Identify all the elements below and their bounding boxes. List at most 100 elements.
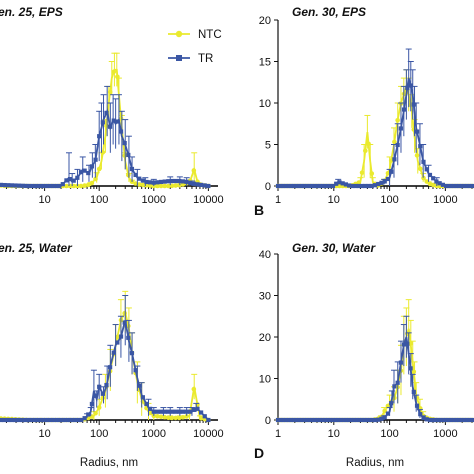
data-point bbox=[71, 417, 76, 423]
panel-letter: B bbox=[254, 202, 264, 218]
data-point bbox=[184, 409, 189, 414]
data-point bbox=[275, 183, 281, 189]
data-point bbox=[431, 417, 436, 423]
series-ntc bbox=[275, 69, 474, 189]
data-point bbox=[295, 417, 300, 423]
data-point bbox=[330, 417, 336, 423]
data-point bbox=[466, 183, 471, 189]
x-axis-label: Radius, nm bbox=[346, 457, 404, 469]
data-point bbox=[350, 183, 355, 189]
series-line bbox=[278, 77, 472, 187]
data-point bbox=[408, 83, 413, 88]
data-point bbox=[321, 417, 326, 423]
data-point bbox=[379, 180, 384, 185]
data-point bbox=[292, 417, 297, 423]
data-point bbox=[314, 183, 319, 189]
data-point bbox=[89, 164, 95, 169]
data-point bbox=[440, 417, 445, 423]
data-point bbox=[421, 175, 426, 181]
data-point bbox=[206, 183, 211, 189]
x-tick-label: 1000 bbox=[433, 428, 457, 440]
data-point bbox=[417, 166, 423, 172]
data-point bbox=[301, 183, 306, 189]
data-point bbox=[184, 179, 189, 184]
data-point bbox=[126, 335, 131, 340]
data-point bbox=[411, 102, 416, 107]
data-point bbox=[372, 183, 378, 188]
data-point bbox=[408, 366, 413, 371]
data-point bbox=[301, 417, 306, 423]
data-point bbox=[366, 417, 371, 423]
y-tick-label: 10 bbox=[259, 98, 271, 110]
panel-title: Gen. 30, EPS bbox=[292, 5, 366, 19]
data-point bbox=[389, 401, 394, 406]
data-point bbox=[111, 69, 117, 75]
x-tick-label: 10 bbox=[38, 428, 50, 440]
data-point bbox=[85, 182, 91, 188]
data-point bbox=[456, 417, 462, 423]
data-point bbox=[327, 417, 332, 423]
data-point bbox=[60, 182, 65, 187]
data-point bbox=[405, 341, 410, 346]
data-point bbox=[317, 417, 323, 423]
data-point bbox=[60, 417, 65, 423]
data-point bbox=[173, 409, 178, 414]
data-point bbox=[379, 416, 384, 421]
data-point bbox=[395, 380, 400, 385]
data-point bbox=[35, 183, 40, 189]
data-point bbox=[295, 183, 300, 189]
data-point bbox=[340, 181, 345, 186]
data-point bbox=[20, 417, 25, 423]
data-point bbox=[166, 179, 171, 184]
data-point bbox=[57, 183, 62, 189]
data-point bbox=[173, 178, 178, 184]
data-point bbox=[466, 417, 471, 423]
data-point bbox=[460, 183, 465, 189]
data-point bbox=[107, 89, 113, 95]
data-point bbox=[122, 310, 127, 316]
data-point bbox=[108, 124, 113, 129]
data-point bbox=[199, 182, 204, 187]
data-point bbox=[427, 172, 433, 178]
data-point bbox=[317, 183, 323, 189]
x-tick-label: 1000 bbox=[142, 428, 166, 440]
data-point bbox=[285, 183, 290, 189]
data-point bbox=[140, 178, 145, 183]
data-point bbox=[136, 182, 142, 187]
y-tick-label: 15 bbox=[259, 57, 271, 69]
data-point bbox=[411, 389, 416, 394]
data-point bbox=[444, 417, 449, 423]
data-point bbox=[337, 180, 342, 185]
data-point bbox=[308, 417, 313, 423]
data-point bbox=[191, 181, 196, 186]
data-point bbox=[195, 182, 200, 187]
data-point bbox=[176, 182, 182, 188]
data-point bbox=[321, 183, 326, 189]
data-point bbox=[382, 415, 387, 420]
data-point bbox=[137, 176, 142, 181]
data-point bbox=[169, 178, 175, 184]
data-point bbox=[389, 169, 394, 174]
data-point bbox=[311, 183, 316, 189]
series-ntc bbox=[0, 290, 211, 423]
data-point bbox=[140, 395, 145, 400]
data-point bbox=[46, 417, 51, 423]
data-point bbox=[206, 417, 211, 423]
data-point bbox=[456, 183, 462, 189]
data-point bbox=[53, 183, 58, 189]
data-point bbox=[111, 350, 116, 355]
data-point bbox=[469, 183, 474, 189]
series-ntc bbox=[275, 299, 474, 423]
data-point bbox=[86, 412, 91, 417]
data-point bbox=[398, 126, 403, 131]
data-point bbox=[97, 384, 102, 389]
data-point bbox=[398, 360, 403, 365]
data-point bbox=[282, 417, 287, 423]
data-point bbox=[96, 166, 102, 172]
data-point bbox=[176, 415, 182, 421]
data-point bbox=[395, 118, 400, 123]
data-point bbox=[115, 340, 120, 345]
data-point bbox=[202, 183, 207, 188]
data-point bbox=[356, 417, 361, 423]
data-point bbox=[288, 417, 294, 423]
